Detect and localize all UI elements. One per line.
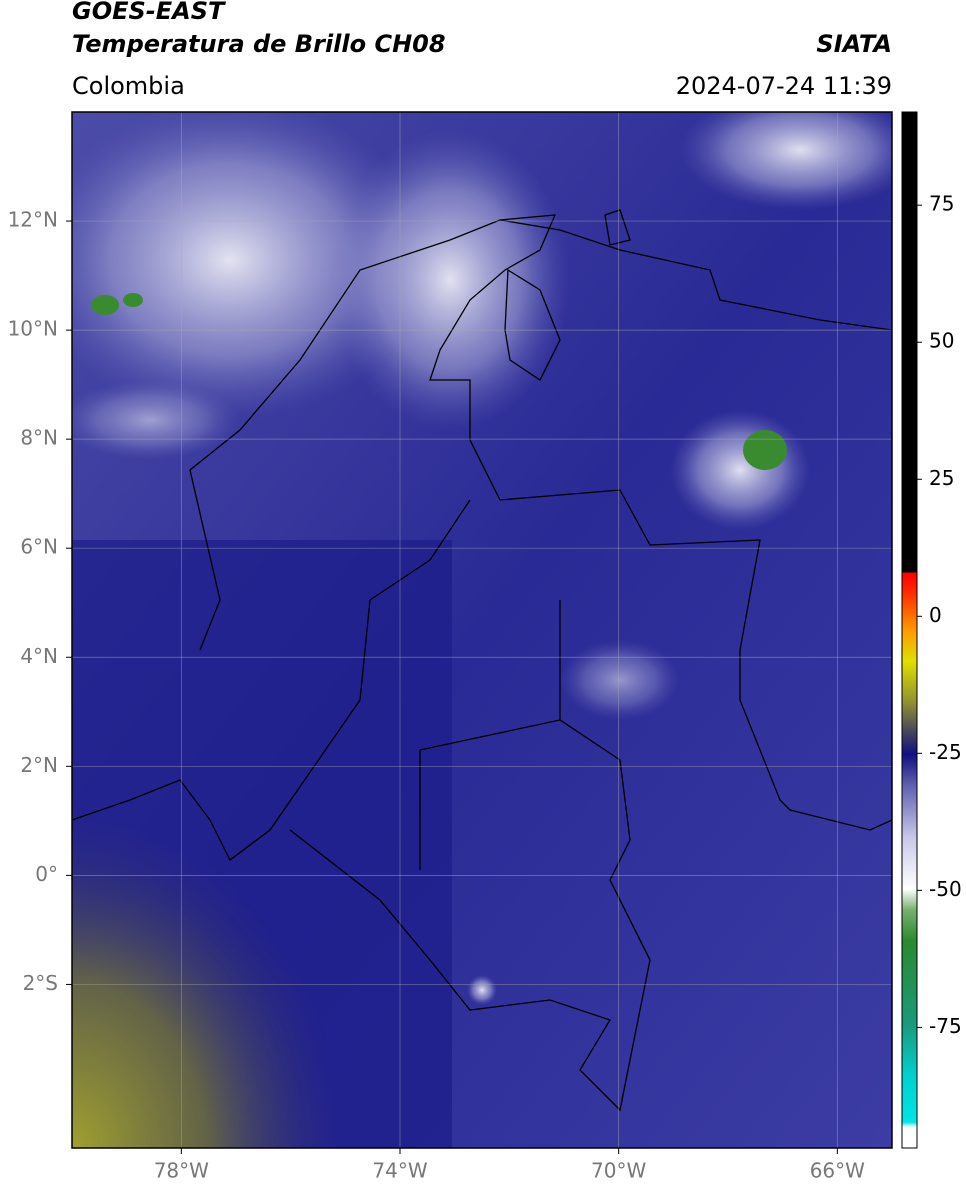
colorbar-tick-label: -75 [929,1014,962,1038]
graticule [72,112,892,1148]
y-tick-label: 6°N [20,535,58,559]
y-tick-label: 4°N [20,644,58,668]
subtitle: Temperatura de Brillo CH08 [72,30,446,58]
source: SIATA [816,30,892,58]
satellite-image [72,112,892,1148]
y-tick-label: 2°S [23,971,58,995]
x-tick-label: 78°W [154,1159,209,1183]
colorbar [901,111,918,1149]
x-tick-label: 74°W [372,1159,427,1183]
colorbar-tick-label: 75 [929,192,954,216]
y-tick-label: 12°N [8,208,58,232]
map-frame [71,111,893,1149]
colorbar-tick-label: -50 [929,877,962,901]
colorbar-tick-label: -25 [929,740,962,764]
colorbar-tick-label: 25 [929,466,954,490]
colorbar-tick-label: 0 [929,603,942,627]
timestamp: 2024-07-24 11:39 [676,72,892,100]
x-tick-label: 70°W [591,1159,646,1183]
colorbar-tick-label: 50 [929,329,954,353]
region: Colombia [72,72,185,100]
y-tick-label: 10°N [8,317,58,341]
x-tick-label: 66°W [810,1159,865,1183]
y-tick-label: 0° [35,862,58,886]
y-tick-label: 8°N [20,426,58,450]
y-tick-label: 2°N [20,753,58,777]
title: GOES-EAST [72,0,226,25]
